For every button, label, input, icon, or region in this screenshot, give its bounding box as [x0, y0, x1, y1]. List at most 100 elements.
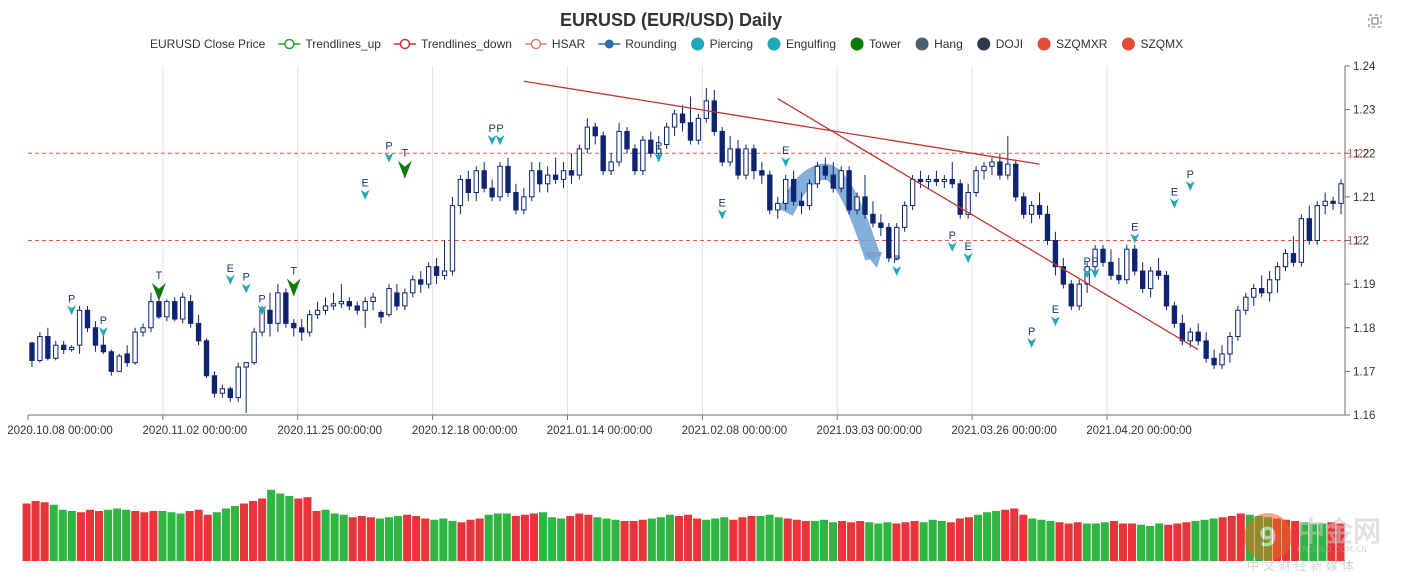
- candle: [425, 262, 432, 289]
- legend-item-doji[interactable]: DOJI: [977, 37, 1023, 51]
- svg-text:T: T: [290, 265, 297, 277]
- candle: [354, 301, 360, 315]
- legend-item-trendlines-up[interactable]: Trendlines_up: [278, 37, 381, 51]
- volume-bar: [366, 517, 375, 561]
- legend-item-hang[interactable]: Hang: [915, 37, 963, 51]
- candle: [418, 271, 424, 293]
- candle: [695, 113, 702, 145]
- candle: [759, 161, 765, 184]
- volume-bar: [874, 523, 883, 561]
- candle: [1044, 205, 1051, 245]
- hsar-label: 1.22: [1347, 148, 1369, 160]
- candle: [767, 170, 773, 215]
- volume-bar: [267, 489, 276, 561]
- volume-bar: [883, 522, 892, 561]
- marker-piercing: P: [1082, 256, 1092, 279]
- candle: [29, 341, 35, 368]
- svg-text:P: P: [385, 141, 392, 153]
- legend-item-rounding[interactable]: Rounding: [598, 37, 677, 51]
- watermark-slogan: 中 文 财 经 新 媒 体: [1247, 558, 1354, 573]
- candle: [1306, 205, 1312, 245]
- volume-bar: [258, 498, 267, 561]
- candle: [505, 157, 511, 197]
- candle: [433, 257, 440, 285]
- candle: [1100, 244, 1106, 267]
- marker-piercing: P: [1027, 326, 1037, 349]
- candle: [1124, 244, 1130, 285]
- volume-bar: [122, 509, 131, 561]
- watermark-logo: 9 中金网 CNGOLD.COM.CN 中 文 财 经 新 媒 体: [1244, 513, 1381, 573]
- y-tick-label: 1.19: [1353, 279, 1375, 291]
- volume-bar: [176, 513, 185, 561]
- legend-item-szqmxr[interactable]: SZQMXR: [1037, 37, 1108, 51]
- volume-bar: [439, 518, 448, 561]
- candle: [544, 166, 551, 193]
- volume-bar: [1064, 523, 1073, 561]
- volume-bar: [937, 521, 946, 561]
- volume-bar: [656, 517, 665, 561]
- legend-item-trendlines-down[interactable]: Trendlines_down: [393, 37, 512, 51]
- svg-text:P: P: [1187, 169, 1194, 181]
- volume-bar: [711, 518, 720, 561]
- volume-bar: [194, 509, 203, 561]
- marker-engulfing: E: [1169, 186, 1179, 209]
- candle: [76, 305, 83, 354]
- volume-bar: [529, 513, 539, 561]
- volume-bar: [738, 517, 747, 561]
- volume-bar: [321, 509, 330, 561]
- x-tick-label: 2020.10.08 00:00:00: [7, 425, 113, 437]
- watermark-logo-icon: [1244, 513, 1292, 561]
- volume-bar: [928, 519, 937, 561]
- candle: [537, 161, 543, 193]
- svg-text:E: E: [719, 197, 726, 209]
- trendlines-down: [523, 80, 1199, 351]
- svg-text:P: P: [68, 293, 75, 305]
- x-tick-label: 2021.01.14 00:00:00: [547, 425, 653, 437]
- legend-item-hsar[interactable]: HSAR: [524, 37, 586, 51]
- legend-item-piercing[interactable]: Piercing: [691, 37, 753, 51]
- candle: [124, 345, 130, 368]
- candle: [172, 297, 178, 322]
- volume-bar: [810, 521, 819, 561]
- x-tick-label: 2021.03.26 00:00:00: [951, 425, 1057, 437]
- y-tick-label: 1.21: [1353, 192, 1375, 204]
- volume-bar: [403, 514, 412, 561]
- volume-bar: [357, 516, 366, 561]
- volume-bar: [765, 514, 774, 561]
- toolbox-restore-icon[interactable]: [1368, 14, 1382, 28]
- legend-item-eurusd-close-price[interactable]: EURUSD Close Price: [150, 37, 266, 51]
- candle: [362, 297, 368, 328]
- volume-bar: [539, 512, 548, 561]
- marker-piercing: P: [947, 230, 957, 253]
- svg-text:P: P: [258, 293, 265, 305]
- candle: [1203, 332, 1209, 363]
- legend-item-tower[interactable]: Tower: [850, 37, 902, 51]
- watermark-brand: 中金网: [1297, 515, 1381, 548]
- chart-title: EURUSD (EUR/USD) Daily: [560, 10, 782, 30]
- volume-bar: [593, 517, 602, 561]
- candle: [949, 161, 955, 189]
- candle: [1235, 305, 1241, 341]
- x-tick-label: 2021.02.08 00:00:00: [682, 425, 788, 437]
- candle: [314, 301, 321, 320]
- legend-item-engulfing[interactable]: Engulfing: [767, 37, 837, 51]
- volume-bar: [94, 511, 104, 561]
- x-tick-label: 2020.11.25 00:00:00: [277, 425, 382, 437]
- volume-bar: [1182, 522, 1191, 561]
- candle: [719, 127, 725, 167]
- legend-item-szqmx[interactable]: SZQMX: [1121, 37, 1183, 51]
- volume-bar: [1236, 513, 1245, 561]
- candle: [648, 131, 654, 158]
- candle: [521, 188, 527, 215]
- legend-label: SZQMX: [1140, 37, 1183, 51]
- candle: [1338, 179, 1344, 215]
- marker-piercing: P: [257, 293, 267, 316]
- candle: [53, 340, 59, 361]
- y-tick-label: 1.16: [1353, 410, 1375, 422]
- volume-bar: [49, 504, 58, 561]
- volume-bar: [838, 521, 847, 561]
- volume-bar: [1155, 523, 1164, 561]
- volume-bar: [983, 512, 992, 561]
- candle: [973, 166, 979, 197]
